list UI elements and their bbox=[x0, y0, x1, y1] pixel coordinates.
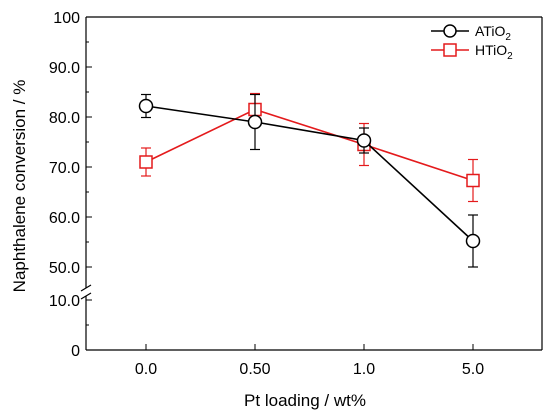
series-line bbox=[145, 105, 474, 242]
data-point-circle bbox=[138, 98, 154, 114]
y-tick-label: 70.0 bbox=[49, 160, 80, 177]
data-point-circle bbox=[465, 233, 481, 249]
axes bbox=[80, 16, 543, 351]
legend-label: HTiO2 bbox=[475, 42, 513, 62]
y-tick-label: 0 bbox=[71, 343, 80, 360]
series-line bbox=[145, 108, 474, 182]
y-tick-label: 80.0 bbox=[49, 110, 80, 127]
data-point-circle bbox=[247, 114, 263, 130]
y-axis-break-mark-top bbox=[80, 284, 92, 292]
legend-label: ATiO2 bbox=[475, 23, 511, 43]
y-tick-label: 100 bbox=[53, 10, 80, 27]
data-point-square bbox=[139, 155, 153, 169]
legend-item-atio: ATiO2 bbox=[431, 23, 511, 43]
y-tick-label: 50.0 bbox=[49, 260, 80, 277]
tick-labels: 50.0 60.0 70.0 80.0 90.0 100 0 10.0 0.0 0.50 1.0 5.… bbox=[49, 10, 484, 378]
legend-item-htio: HTiO2 bbox=[431, 42, 513, 62]
x-tick-label: 0.0 bbox=[135, 361, 157, 378]
x-tick-label: 0.50 bbox=[239, 361, 270, 378]
x-tick-label: 1.0 bbox=[353, 361, 375, 378]
y-tick-label: 60.0 bbox=[49, 210, 80, 227]
legend-marker-circle bbox=[443, 24, 457, 38]
legend-marker-square bbox=[443, 43, 457, 57]
x-tick-label: 5.0 bbox=[462, 361, 484, 378]
y-axis-break-mark-bottom bbox=[80, 292, 92, 300]
x-axis-label: Pt loading / wt% bbox=[244, 391, 366, 410]
series-layer bbox=[138, 92, 481, 268]
series-htio bbox=[139, 92, 480, 203]
y-tick-label: 90.0 bbox=[49, 60, 80, 77]
y-axis-label: Naphthalene conversion / % bbox=[10, 80, 29, 293]
y-tick-label: 10.0 bbox=[49, 293, 80, 310]
series-atio bbox=[138, 93, 481, 268]
data-point-circle bbox=[356, 133, 372, 148]
data-point-square bbox=[466, 173, 480, 188]
